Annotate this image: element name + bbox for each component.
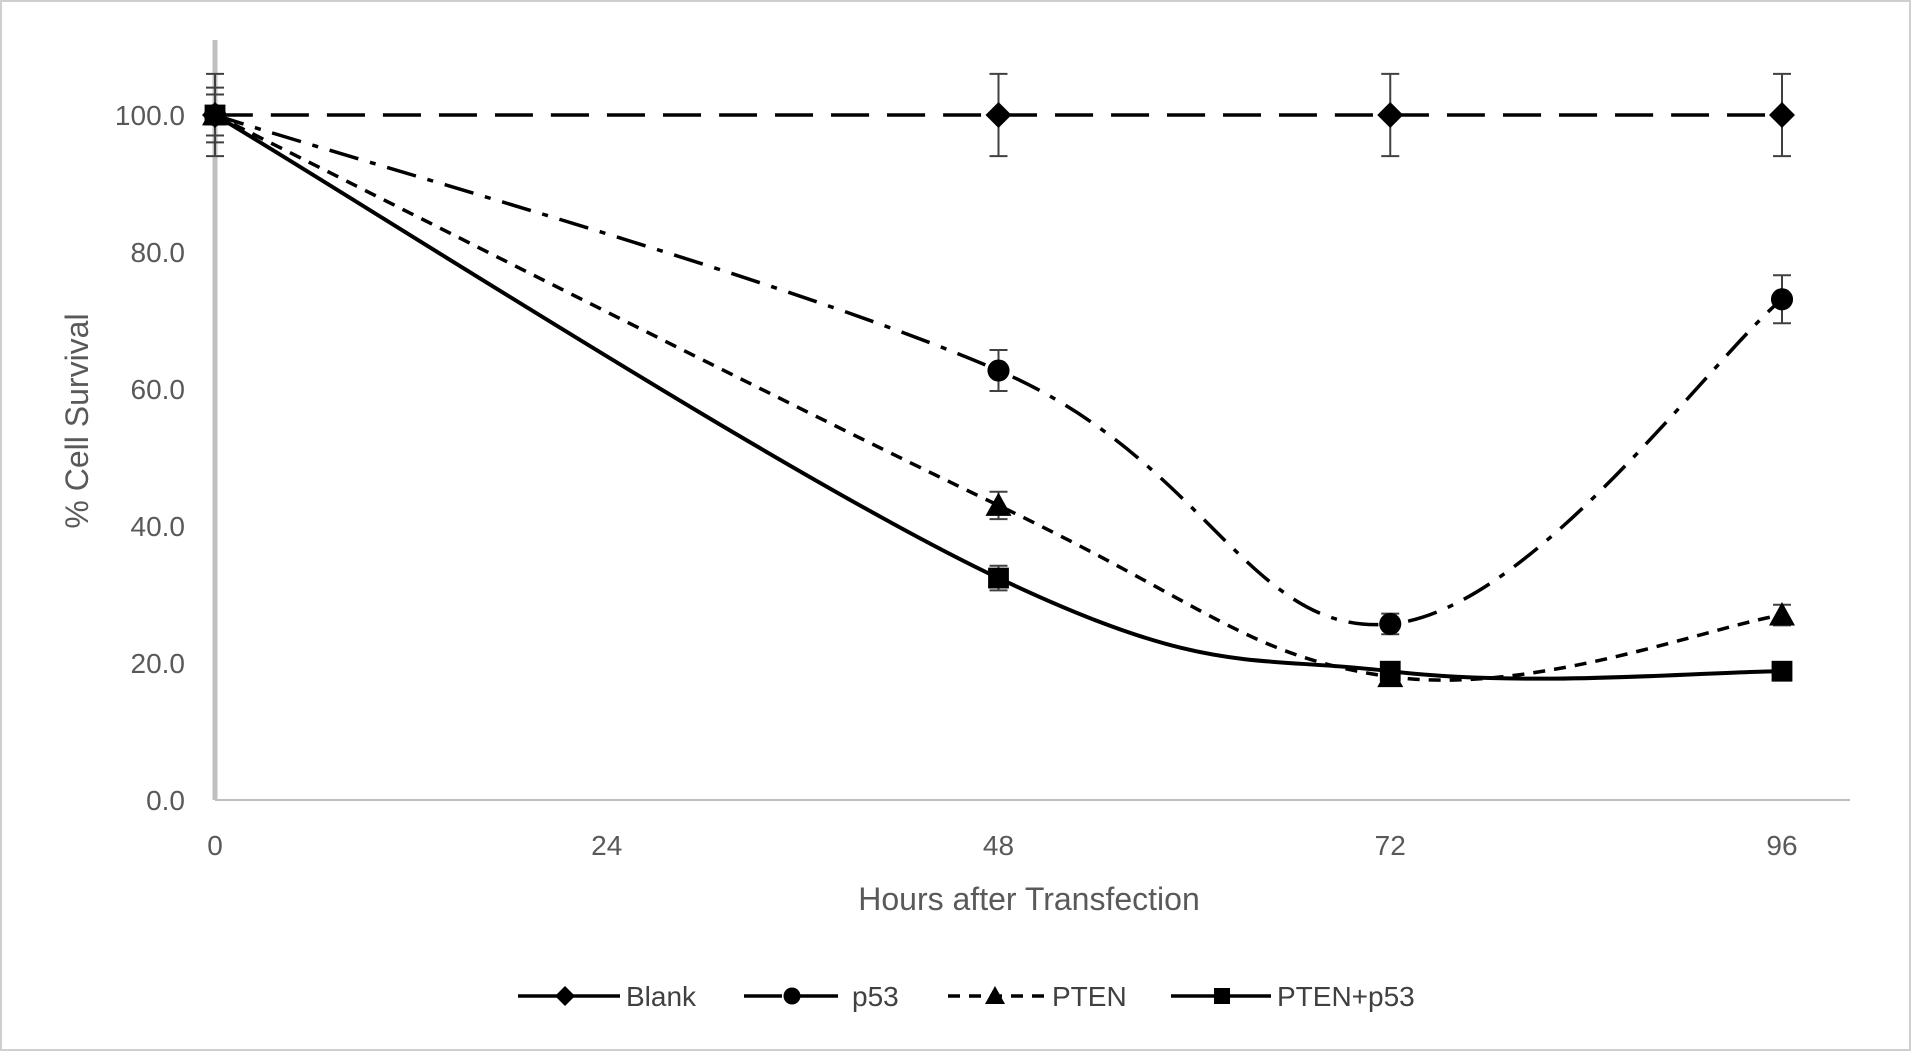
legend-label: p53 xyxy=(852,981,899,1012)
legend-marker-circle xyxy=(783,987,801,1005)
tick-labels: 0.0 20.0 40.0 60.0 80.0 100.0 0 24 48 72 96 xyxy=(115,100,1798,861)
data-point-square xyxy=(988,567,1009,589)
data-point-square xyxy=(1771,660,1793,682)
y-tick-label: 40.0 xyxy=(131,511,186,542)
series-line-pten xyxy=(214,113,1783,682)
series-line-pten-p53 xyxy=(213,113,1783,681)
legend: Blank p53 PTEN PTEN+p53 xyxy=(518,981,1415,1012)
y-tick-label: 60.0 xyxy=(131,374,186,405)
data-point-triangle xyxy=(985,492,1012,516)
y-tick-label: 100.0 xyxy=(115,100,185,131)
data-point-circle xyxy=(1770,288,1794,311)
data-point-circle xyxy=(1379,612,1402,636)
y-axis-title: % Cell Survival xyxy=(59,313,95,528)
data-point-diamond xyxy=(985,102,1012,128)
legend-marker-triangle xyxy=(985,986,1005,1004)
data-point-triangle xyxy=(1769,602,1795,626)
plot-lines xyxy=(213,113,1784,682)
x-tick-label: 96 xyxy=(1766,830,1797,861)
data-point-circle xyxy=(987,359,1010,382)
x-tick-label: 0 xyxy=(207,830,223,861)
series-line-p53 xyxy=(214,113,1784,627)
markers xyxy=(202,102,1795,688)
axes xyxy=(212,40,1850,801)
x-tick-label: 72 xyxy=(1375,830,1406,861)
legend-label: Blank xyxy=(626,981,697,1012)
data-point-diamond xyxy=(1769,102,1795,128)
x-tick-label: 24 xyxy=(591,830,622,861)
legend-label: PTEN+p53 xyxy=(1277,981,1415,1012)
data-point-square xyxy=(204,104,226,126)
x-axis-title: Hours after Transfection xyxy=(858,881,1199,917)
legend-marker-diamond xyxy=(555,986,575,1006)
legend-label: PTEN xyxy=(1052,981,1127,1012)
data-point-diamond xyxy=(1377,102,1404,128)
legend-marker-square xyxy=(1214,988,1230,1004)
y-tick-label: 0.0 xyxy=(146,785,185,816)
y-tick-label: 80.0 xyxy=(131,237,186,268)
y-tick-label: 20.0 xyxy=(131,648,186,679)
x-tick-label: 48 xyxy=(983,830,1014,861)
data-point-square xyxy=(1379,660,1401,682)
